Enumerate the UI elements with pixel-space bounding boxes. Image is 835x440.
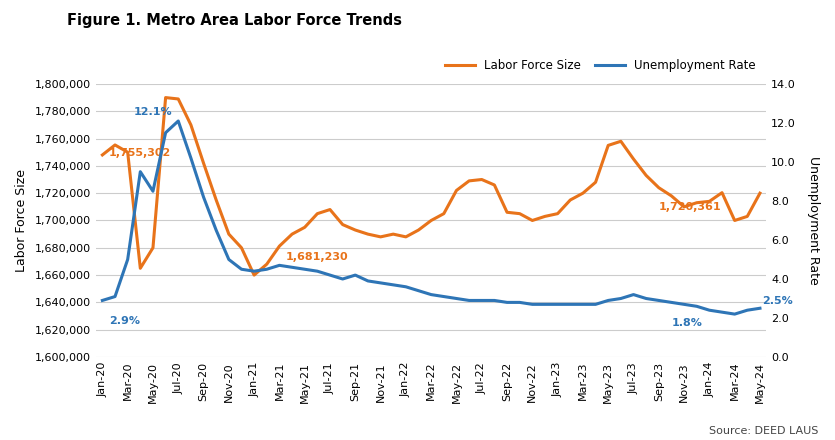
Text: 1,755,302: 1,755,302 <box>109 148 171 158</box>
Unemployment Rate <box>502 300 512 305</box>
Labor Force Size <box>540 214 550 219</box>
Line: Unemployment Rate: Unemployment Rate <box>103 121 760 314</box>
Text: 2.5%: 2.5% <box>762 297 793 306</box>
Text: Source: DEED LAUS: Source: DEED LAUS <box>709 425 818 436</box>
Unemployment Rate <box>540 302 550 307</box>
Labor Force Size <box>300 225 310 230</box>
Labor Force Size <box>160 95 170 100</box>
Unemployment Rate <box>616 296 626 301</box>
Labor Force Size <box>249 272 259 278</box>
Y-axis label: Unemployment Rate: Unemployment Rate <box>807 156 820 285</box>
Labor Force Size <box>629 156 639 161</box>
Labor Force Size <box>553 211 563 216</box>
Unemployment Rate <box>528 302 538 307</box>
Unemployment Rate <box>287 264 297 270</box>
Text: 1,720,361: 1,720,361 <box>659 202 721 213</box>
Unemployment Rate <box>489 298 499 303</box>
Y-axis label: Labor Force Size: Labor Force Size <box>15 169 28 272</box>
Text: Figure 1. Metro Area Labor Force Trends: Figure 1. Metro Area Labor Force Trends <box>67 13 402 28</box>
Labor Force Size <box>98 152 108 158</box>
Text: 2.9%: 2.9% <box>109 316 139 326</box>
Legend: Labor Force Size, Unemployment Rate: Labor Force Size, Unemployment Rate <box>440 55 761 77</box>
Text: 1.8%: 1.8% <box>671 318 702 328</box>
Line: Labor Force Size: Labor Force Size <box>103 98 760 275</box>
Labor Force Size <box>755 191 765 196</box>
Text: 1,681,230: 1,681,230 <box>286 252 348 262</box>
Unemployment Rate <box>755 306 765 311</box>
Unemployment Rate <box>98 298 108 303</box>
Unemployment Rate <box>730 312 740 317</box>
Text: 12.1%: 12.1% <box>134 107 173 117</box>
Labor Force Size <box>502 209 512 215</box>
Labor Force Size <box>514 211 524 216</box>
Unemployment Rate <box>173 118 183 124</box>
